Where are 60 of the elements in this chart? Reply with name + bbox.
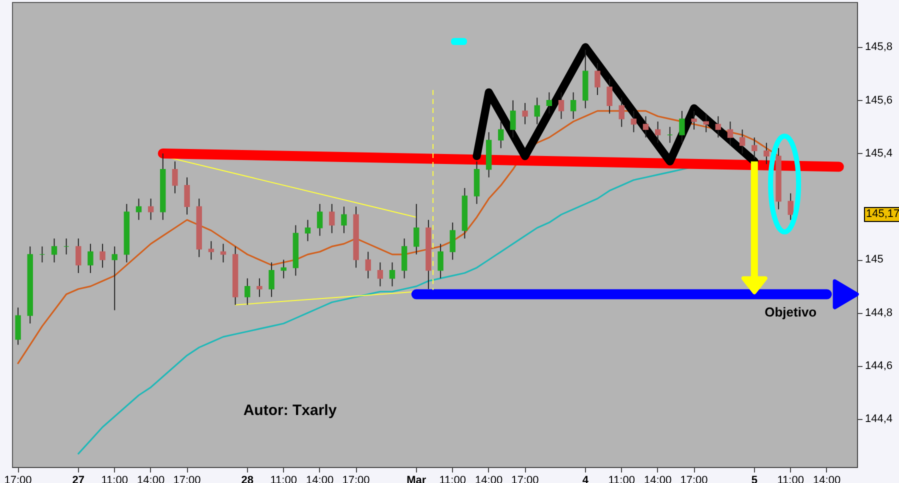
candlestick <box>715 116 722 138</box>
candlestick <box>88 243 94 274</box>
candlestick <box>220 243 226 263</box>
candlestick <box>438 243 444 279</box>
candlestick <box>304 219 311 242</box>
candlestick <box>630 110 637 133</box>
candlestick <box>184 176 190 216</box>
candlestick <box>691 110 697 130</box>
candlestick <box>667 126 673 144</box>
candlestick <box>510 100 516 138</box>
candlestick <box>329 203 335 234</box>
candlestick <box>365 251 371 279</box>
candlestick <box>268 262 274 298</box>
candlestick <box>788 192 794 220</box>
candlestick <box>148 198 154 220</box>
candlestick <box>450 222 456 260</box>
candlestick <box>15 307 21 346</box>
candlestick <box>522 102 528 125</box>
candlestick <box>764 142 770 165</box>
candlestick <box>414 203 420 255</box>
text: 145,17 <box>864 206 899 222</box>
candlestick <box>100 243 106 268</box>
candlestick <box>739 129 746 154</box>
y-tick-label: 144,8 <box>865 306 893 319</box>
candlestick <box>679 110 685 144</box>
candlestick <box>112 246 118 311</box>
y-tick-label: 144,6 <box>865 360 893 372</box>
candlestick <box>752 137 758 160</box>
y-tick-label: 144,4 <box>865 413 893 426</box>
y-tick-label: 145 <box>865 254 884 266</box>
candlestick <box>703 113 709 133</box>
annotation: Objetivo <box>764 304 817 320</box>
y-tick-label: 145,8 <box>865 41 893 54</box>
candlestick <box>377 262 384 287</box>
candlestick <box>244 278 250 306</box>
candlestick <box>558 92 564 120</box>
candlestick <box>401 238 408 279</box>
candlestick <box>51 238 58 263</box>
candlestick <box>727 121 734 146</box>
candlestick <box>39 246 46 263</box>
candlestick <box>534 97 540 125</box>
y-tick-label: 145,6 <box>865 94 893 106</box>
candlestick <box>76 238 82 274</box>
candlestick <box>389 262 396 287</box>
candlestick <box>341 206 347 234</box>
candlestick <box>618 97 624 128</box>
candlestick <box>63 238 70 255</box>
candlestick <box>136 198 142 220</box>
candlestick <box>642 116 649 138</box>
candlestick <box>256 278 262 298</box>
candlestick <box>172 160 178 194</box>
candlestick <box>606 78 612 114</box>
candlestick <box>654 121 661 144</box>
y-tick-label: 145,4 <box>865 147 893 160</box>
candlestick <box>570 92 576 120</box>
candlestick <box>498 121 504 149</box>
candlestick <box>594 62 600 96</box>
candlestick <box>546 92 552 114</box>
annotation: Autor: Txarly <box>243 402 338 419</box>
candlestick <box>316 203 323 236</box>
